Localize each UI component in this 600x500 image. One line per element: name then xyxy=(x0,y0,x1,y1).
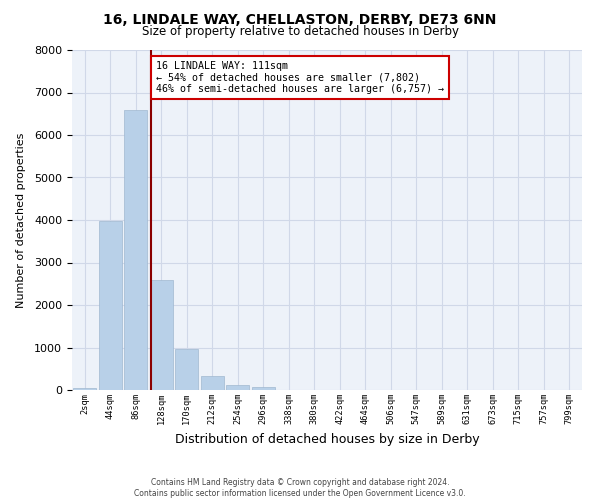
Bar xyxy=(175,349,198,390)
Bar xyxy=(124,110,147,390)
Bar xyxy=(150,280,173,390)
Text: 16, LINDALE WAY, CHELLASTON, DERBY, DE73 6NN: 16, LINDALE WAY, CHELLASTON, DERBY, DE73… xyxy=(103,12,497,26)
Bar xyxy=(226,385,249,390)
X-axis label: Distribution of detached houses by size in Derby: Distribution of detached houses by size … xyxy=(175,432,479,446)
Bar xyxy=(252,387,275,390)
Bar xyxy=(73,388,96,390)
Text: Size of property relative to detached houses in Derby: Size of property relative to detached ho… xyxy=(142,25,458,38)
Text: 16 LINDALE WAY: 111sqm
← 54% of detached houses are smaller (7,802)
46% of semi-: 16 LINDALE WAY: 111sqm ← 54% of detached… xyxy=(155,60,443,94)
Bar xyxy=(99,221,122,390)
Bar xyxy=(201,376,224,390)
Y-axis label: Number of detached properties: Number of detached properties xyxy=(16,132,26,308)
Text: Contains HM Land Registry data © Crown copyright and database right 2024.
Contai: Contains HM Land Registry data © Crown c… xyxy=(134,478,466,498)
